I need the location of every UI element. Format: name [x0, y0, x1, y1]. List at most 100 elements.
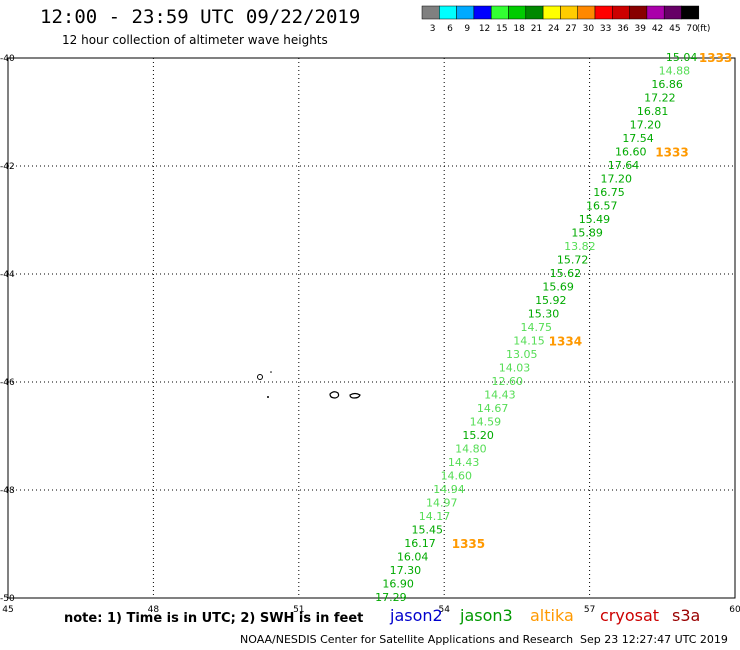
satellite-label-cryosat: cryosat: [600, 606, 660, 625]
satellite-label-jason3: jason3: [460, 606, 513, 625]
wave-height-label: 14.59: [470, 416, 502, 429]
wave-height-label: 14.43: [484, 389, 516, 402]
x-tick-label: 51: [293, 605, 304, 615]
legend-swatch: [525, 5, 544, 20]
legend-swatch: [456, 5, 475, 20]
legend-swatch: [594, 5, 613, 20]
legend-swatch: [542, 5, 561, 20]
wave-height-label: 16.57: [586, 200, 618, 213]
legend-swatch: [629, 5, 648, 20]
chart-subtitle: 12 hour collection of altimeter wave hei…: [62, 33, 328, 47]
wave-height-label: 14.03: [499, 362, 531, 375]
wave-height-label: 15.04: [666, 51, 698, 64]
island-marker: [270, 371, 272, 373]
y-tick-label: -40: [0, 54, 15, 64]
legend-tick-label: 45: [669, 24, 680, 34]
y-tick-label: -46: [0, 378, 15, 388]
time-labels: 1333 1333 1334 1335: [452, 51, 733, 551]
wave-height-label: 15.20: [462, 429, 494, 442]
wave-height-label: 16.90: [382, 578, 414, 591]
satellite-label-s3a: s3a: [672, 606, 701, 625]
x-tick-label: 54: [438, 605, 450, 615]
wave-height-label: 16.60: [615, 146, 647, 159]
wave-height-label: 13.05: [506, 348, 538, 361]
wave-height-label: 15.89: [571, 227, 603, 240]
legend-swatch: [663, 5, 682, 20]
wave-height-label: 17.22: [644, 92, 676, 105]
legend-tick-label: 9: [464, 24, 470, 34]
generated-timestamp: Sep 23 12:27:47 UTC 2019: [580, 633, 728, 646]
y-tick-label: -50: [0, 594, 15, 604]
legend-tick-label: 36: [617, 24, 629, 34]
wave-height-label: 14.75: [521, 321, 553, 334]
y-tick-label: -48: [0, 486, 15, 496]
time-label: 1334: [549, 335, 582, 349]
wave-height-label: 14.43: [448, 456, 480, 469]
legend-tick-label: 6: [447, 24, 453, 34]
legend-tick-label: 30: [583, 24, 595, 34]
wave-height-label: 17.20: [630, 119, 662, 132]
island-outline: [349, 392, 361, 399]
y-tick-label: -44: [0, 270, 15, 280]
legend-tick-label: 12: [479, 24, 490, 34]
axis-ticks: 45 48 51 54 57 60 -40 -42 -44 -46 -48 -50: [0, 54, 740, 615]
wave-height-label: 16.17: [404, 537, 436, 550]
wave-height-label: 16.86: [651, 78, 683, 91]
chart-title: 12:00 - 23:59 UTC 09/22/2019: [40, 6, 361, 28]
time-label: 1333: [655, 146, 688, 160]
time-label: 1335: [452, 537, 485, 551]
legend-tick-label: 18: [513, 24, 525, 34]
wave-height-label: 14.17: [419, 510, 451, 523]
wave-height-label: 15.72: [557, 254, 589, 267]
legend-swatch: [646, 5, 665, 20]
wave-height-label: 17.29: [375, 591, 407, 604]
legend-swatch: [490, 5, 509, 20]
wave-height-points: 15.0414.8816.8617.2216.8117.2017.5416.60…: [375, 51, 697, 604]
legend-tick-label: 21: [531, 24, 542, 34]
wave-height-label: 14.88: [659, 65, 691, 78]
legend-swatch: [439, 5, 457, 20]
x-tick-label: 60: [729, 605, 740, 615]
color-legend: 3 6 9 12 15 18 21 24 27 30 33 36 39 42 45 70(ft): [421, 5, 711, 34]
wave-height-label: 14.80: [455, 443, 487, 456]
credit-line: NOAA/NESDIS Center for Satellite Applica…: [240, 633, 574, 646]
wave-height-label: 13.82: [564, 240, 596, 253]
legend-swatch: [473, 5, 492, 20]
island-marker: [267, 396, 269, 398]
x-tick-label: 45: [2, 605, 13, 615]
wave-height-label: 16.04: [397, 551, 429, 564]
wave-height-label: 16.75: [593, 186, 625, 199]
legend-tick-label: 27: [565, 24, 576, 34]
legend-swatch: [508, 5, 527, 20]
satellite-label-jason2: jason2: [390, 606, 443, 625]
wave-height-label: 14.67: [477, 402, 509, 415]
wave-height-label: 15.30: [528, 308, 560, 321]
x-tick-label: 57: [584, 605, 595, 615]
legend-swatch: [577, 5, 596, 20]
legend-tick-label: 33: [600, 24, 611, 34]
island-outlines: [257, 371, 361, 399]
wave-height-label: 17.54: [622, 132, 654, 145]
wave-height-label: 14.97: [426, 497, 458, 510]
footer-note: note: 1) Time is in UTC; 2) SWH is in fe…: [64, 611, 364, 626]
legend-tick-label: 42: [652, 24, 663, 34]
legend-unit-label: (ft): [697, 24, 711, 34]
legend-swatch: [421, 5, 440, 20]
wave-height-label: 17.30: [390, 564, 422, 577]
wave-height-label: 16.81: [637, 105, 669, 118]
island-outline: [329, 391, 340, 399]
legend-swatch: [681, 5, 700, 20]
wave-height-label: 14.94: [433, 483, 465, 496]
plot-frame: [7, 57, 736, 599]
wave-height-label: 14.15: [513, 335, 545, 348]
wave-height-label: 15.49: [579, 213, 611, 226]
island-marker: [257, 374, 263, 380]
wave-height-label: 17.20: [601, 173, 633, 186]
legend-swatch: [612, 5, 630, 20]
wave-height-label: 15.62: [550, 267, 582, 280]
wave-height-label: 15.45: [411, 524, 443, 537]
legend-tick-label: 39: [635, 24, 647, 34]
y-tick-label: -42: [0, 162, 15, 172]
satellite-label-altika: altika: [530, 606, 574, 625]
